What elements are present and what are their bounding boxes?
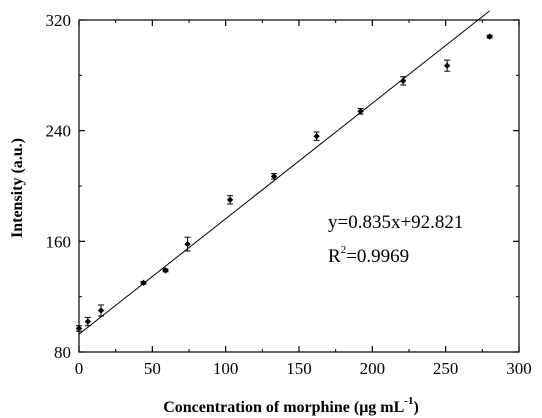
- data-point: [97, 307, 105, 314]
- data-point: [270, 173, 278, 180]
- data-point: [140, 279, 147, 287]
- data-point: [313, 133, 320, 140]
- data-point: [357, 108, 364, 115]
- y-tick-label: 320: [46, 11, 72, 30]
- x-tick-label: 200: [360, 359, 386, 378]
- data-point: [486, 33, 493, 40]
- y-tick-label: 240: [46, 122, 72, 141]
- fit-equation: y=0.835x+92.821: [328, 212, 463, 233]
- data-point: [84, 318, 91, 325]
- x-tick-label: 300: [506, 359, 532, 378]
- data-point: [162, 267, 169, 274]
- y-axis-title: Intensity (a.u.): [9, 138, 26, 238]
- y-tick-label: 160: [46, 232, 72, 251]
- data-point: [226, 196, 234, 204]
- x-axis-title-superscript: -1: [404, 395, 413, 407]
- plot-area: [75, 10, 520, 353]
- x-tick-label: 250: [433, 359, 459, 378]
- data-point: [75, 325, 83, 332]
- r-squared-value: =0.9969: [346, 246, 409, 267]
- plot-frame: [78, 19, 520, 353]
- axis-ticks: 0 50 100 150 200 250 300 80 160 240 320: [46, 11, 532, 378]
- fit-line: [78, 10, 490, 335]
- x-tick-label: 100: [213, 359, 239, 378]
- r-squared-symbol: R: [328, 246, 341, 267]
- data-point: [399, 77, 407, 85]
- x-axis-title: Concentration of morphine (μg mL-1): [163, 395, 419, 416]
- y-tick-label: 80: [54, 343, 71, 362]
- data-point: [184, 240, 191, 248]
- x-axis-title-end: ): [413, 399, 418, 416]
- x-axis-title-main: Concentration of morphine (μg mL: [163, 399, 404, 416]
- x-tick-label: 0: [75, 359, 84, 378]
- x-tick-label: 50: [144, 359, 161, 378]
- r-squared-label: R2=0.9969: [328, 244, 409, 267]
- x-tick-label: 150: [286, 359, 312, 378]
- data-point: [443, 62, 451, 69]
- r-squared-superscript: 2: [341, 244, 347, 256]
